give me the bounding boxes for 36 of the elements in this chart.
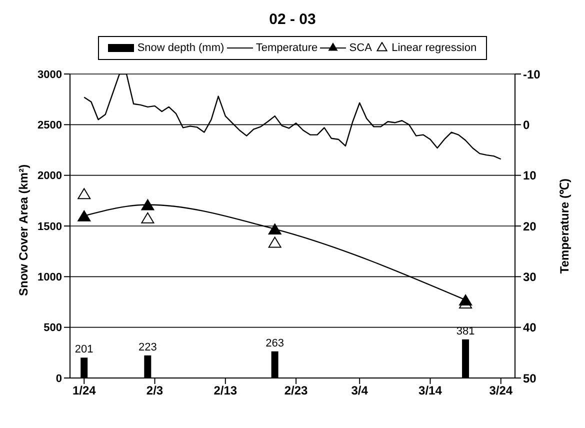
legend-label: Temperature xyxy=(256,42,318,54)
legend-label: Snow depth (mm) xyxy=(137,42,224,54)
legend-label: SCA xyxy=(349,42,372,54)
y-axis-title: Snow Cover Area (km²) xyxy=(16,164,30,296)
y2-tick-label: 10 xyxy=(523,168,537,183)
y-tick-label: 500 xyxy=(44,322,62,334)
legend-label: Linear regression xyxy=(392,42,477,54)
data-label: 223 xyxy=(138,341,157,354)
x-tick-label: 3/14 xyxy=(418,384,442,398)
y2-axis-title: Temperature (℃) xyxy=(557,178,572,274)
y2-tick-label: -10 xyxy=(523,67,541,82)
y-tick-label: 2000 xyxy=(38,170,62,182)
y2-tick-label: 0 xyxy=(523,118,530,132)
chart-title: 02 - 03 xyxy=(268,10,317,30)
x-tick-label: 3/24 xyxy=(489,384,513,398)
y2-tick-label: 50 xyxy=(523,371,537,386)
y-tick-label: 1500 xyxy=(38,220,62,233)
y2-tick-label: 20 xyxy=(523,219,537,234)
data-label: 263 xyxy=(266,337,284,350)
data-label: 201 xyxy=(74,344,94,356)
y2-tick-label: 30 xyxy=(523,270,537,284)
point xyxy=(459,294,472,306)
y2-tick-label: 40 xyxy=(523,320,537,335)
point xyxy=(141,199,154,210)
point xyxy=(78,210,91,222)
x-tick-label: 2/23 xyxy=(284,384,308,398)
y-tick-label: 3000 xyxy=(38,68,62,81)
point xyxy=(78,188,91,200)
x-tick-label: 1/24 xyxy=(72,384,96,398)
point xyxy=(141,212,154,224)
y-tick-label: 0 xyxy=(56,372,62,385)
y-tick-label: 2500 xyxy=(38,120,62,132)
x-tick-label: 3/4 xyxy=(351,384,368,398)
x-tick-label: 2/3 xyxy=(146,384,164,398)
x-tick-label: 2/13 xyxy=(214,384,238,398)
y-tick-label: 1000 xyxy=(38,272,62,284)
